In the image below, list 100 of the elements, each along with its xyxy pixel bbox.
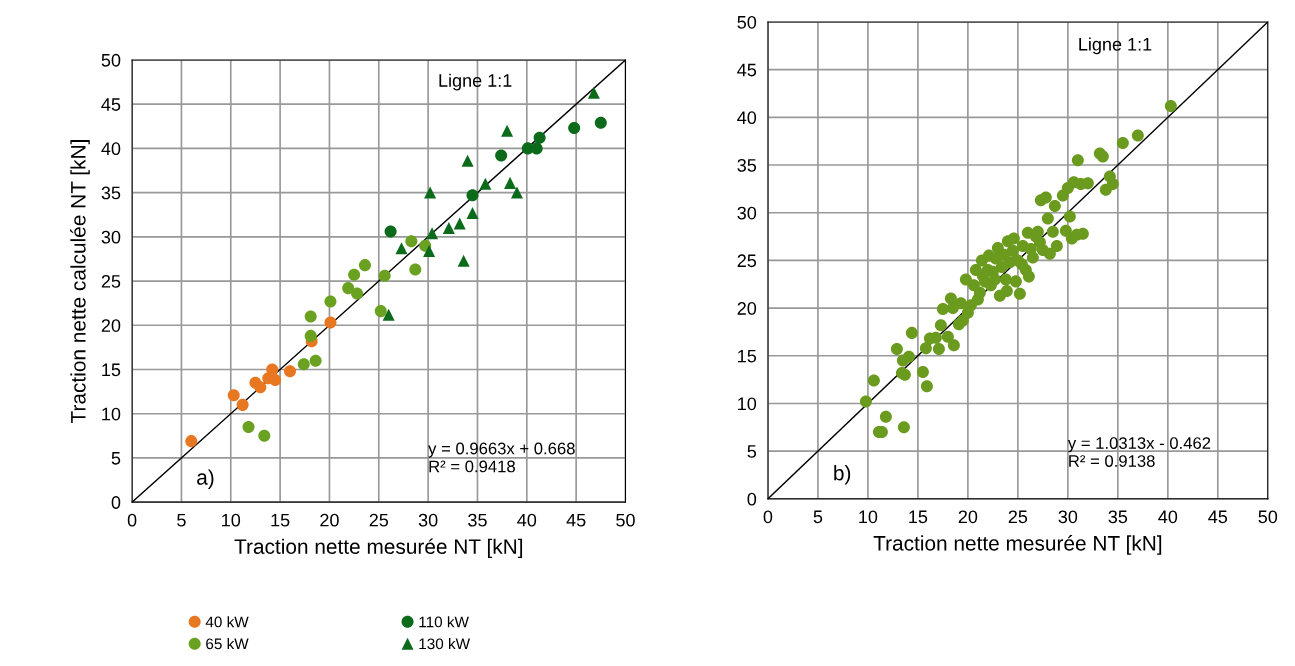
y-tick-label: 30 [101,230,121,244]
y-tick-label: 25 [101,274,121,288]
point [351,287,364,300]
y-tick-label: 15 [102,363,121,377]
legend-label: 110 kW [419,616,469,628]
y-axis-title: Traction nette calculée NT [kN] [70,140,90,423]
point [424,186,437,199]
annotation: Ligne 1:1 [439,73,512,91]
point [242,420,255,433]
point [254,381,267,394]
x-tick-label: 0 [763,510,773,524]
point [348,268,361,281]
point [342,282,355,295]
y-tick-label: 30 [737,206,757,220]
point [304,329,317,342]
x-tick-label: 5 [177,513,186,527]
point [426,227,439,240]
y-tick-label: 10 [102,407,121,421]
point [466,189,479,202]
x-tick-label: 25 [1008,510,1028,524]
x-tick-label: 35 [468,513,487,527]
y-tick-label: 20 [737,302,757,315]
x-tick-label: 20 [320,513,339,527]
x-tick-label: 40 [517,513,537,527]
point [358,259,371,272]
point [185,435,198,448]
point [283,365,296,378]
y-tick-label: 45 [101,98,121,111]
point [236,398,249,411]
x-tick-label: 45 [1208,510,1228,524]
point [309,354,322,367]
annotation: y = 0.9663x + 0.668 R² = 0.9418 [428,442,575,473]
point [227,389,240,402]
point [405,235,418,248]
y-tick-label: 15 [738,349,757,363]
x-axis-title: Traction nette mesurée NT [kN] [873,535,1162,555]
annotation: b) [834,465,851,485]
annotation: Ligne 1:1 [1079,37,1152,55]
legend-label: 40 kW [205,616,249,628]
y-tick-label: 5 [747,445,757,458]
x-tick-label: 10 [222,513,241,527]
point [269,374,282,387]
point [533,131,546,144]
y-tick-label: 20 [101,319,121,332]
point [384,225,397,238]
point [395,242,408,255]
y-tick-label: 35 [101,186,121,200]
y-tick-label: 40 [101,142,121,156]
x-tick-label: 15 [909,510,928,524]
x-tick-label: 50 [1258,510,1278,524]
y-tick-label: 0 [747,492,757,506]
annotation: y = 1.0313x - 0.462 R² = 0.9138 [1067,437,1211,467]
point [466,206,479,219]
x-tick-label: 10 [859,510,878,524]
point [461,154,474,167]
x-tick-label: 50 [616,513,635,527]
point [258,429,271,442]
point [378,269,391,282]
point [495,149,508,162]
point [324,295,337,308]
point [587,86,600,99]
x-tick-label: 45 [566,513,586,527]
point [453,217,466,230]
point [374,305,387,318]
point [457,254,470,267]
y-tick-label: 5 [111,452,121,465]
y-tick-label: 25 [737,254,757,268]
x-tick-label: 35 [1108,510,1128,524]
point [409,263,422,276]
point [324,316,337,329]
y-tick-label: 50 [737,15,757,29]
point [568,122,581,135]
y-tick-label: 0 [111,496,121,509]
point [382,308,395,321]
x-tick-label: 30 [1058,510,1078,524]
annotation: a) [197,469,214,489]
x-tick-label: 15 [271,513,290,527]
legend-label: 130 kW [419,638,470,650]
y-tick-label: 35 [737,158,757,172]
point [304,310,317,323]
x-axis-title: Traction nette mesurée NT [kN] [234,538,523,559]
x-tick-label: 0 [127,513,137,527]
point [479,177,492,190]
point [594,116,607,129]
point [442,221,455,234]
y-tick-label: 45 [737,63,757,77]
x-tick-label: 30 [418,513,438,527]
x-tick-label: 5 [813,510,823,524]
point [423,244,436,257]
point [510,186,523,199]
point [504,176,517,189]
point [266,363,279,376]
point [297,358,310,371]
point [501,124,514,137]
y-tick-label: 50 [101,53,121,67]
x-tick-label: 20 [958,510,978,524]
y-tick-label: 10 [738,397,757,411]
x-tick-label: 25 [369,513,389,527]
y-tick-label: 40 [737,111,757,125]
legend-label: 65 kW [206,638,249,650]
